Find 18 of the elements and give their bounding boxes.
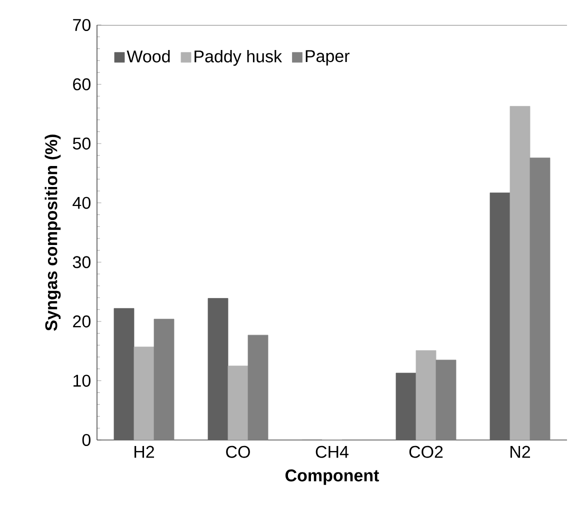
y-tick-label: 60 — [73, 78, 90, 90]
y-tick-label: 20 — [73, 315, 90, 328]
y-tick-label: 50 — [72, 138, 90, 150]
x-axis-title: Component — [285, 469, 380, 485]
y-tick-label: 0 — [82, 434, 90, 446]
legend-label: Wood — [126, 50, 170, 62]
y-tick-label: 30 — [72, 256, 90, 268]
y-tick-label: 70 — [73, 18, 90, 32]
x-tick-label: N2 — [510, 446, 530, 458]
x-tick-label: CO2 — [409, 446, 443, 458]
y-tick-label: 10 — [74, 374, 90, 387]
x-tick-label: CO — [226, 446, 250, 458]
x-tick-label: CH4 — [316, 446, 348, 458]
y-axis-title: Syngas composition (%) — [44, 134, 61, 331]
legend-label: Paddy husk — [194, 50, 282, 66]
y-tick-label: 40 — [72, 196, 90, 209]
legend-label: Paper — [306, 50, 350, 66]
x-tick-label: H2 — [134, 446, 154, 458]
